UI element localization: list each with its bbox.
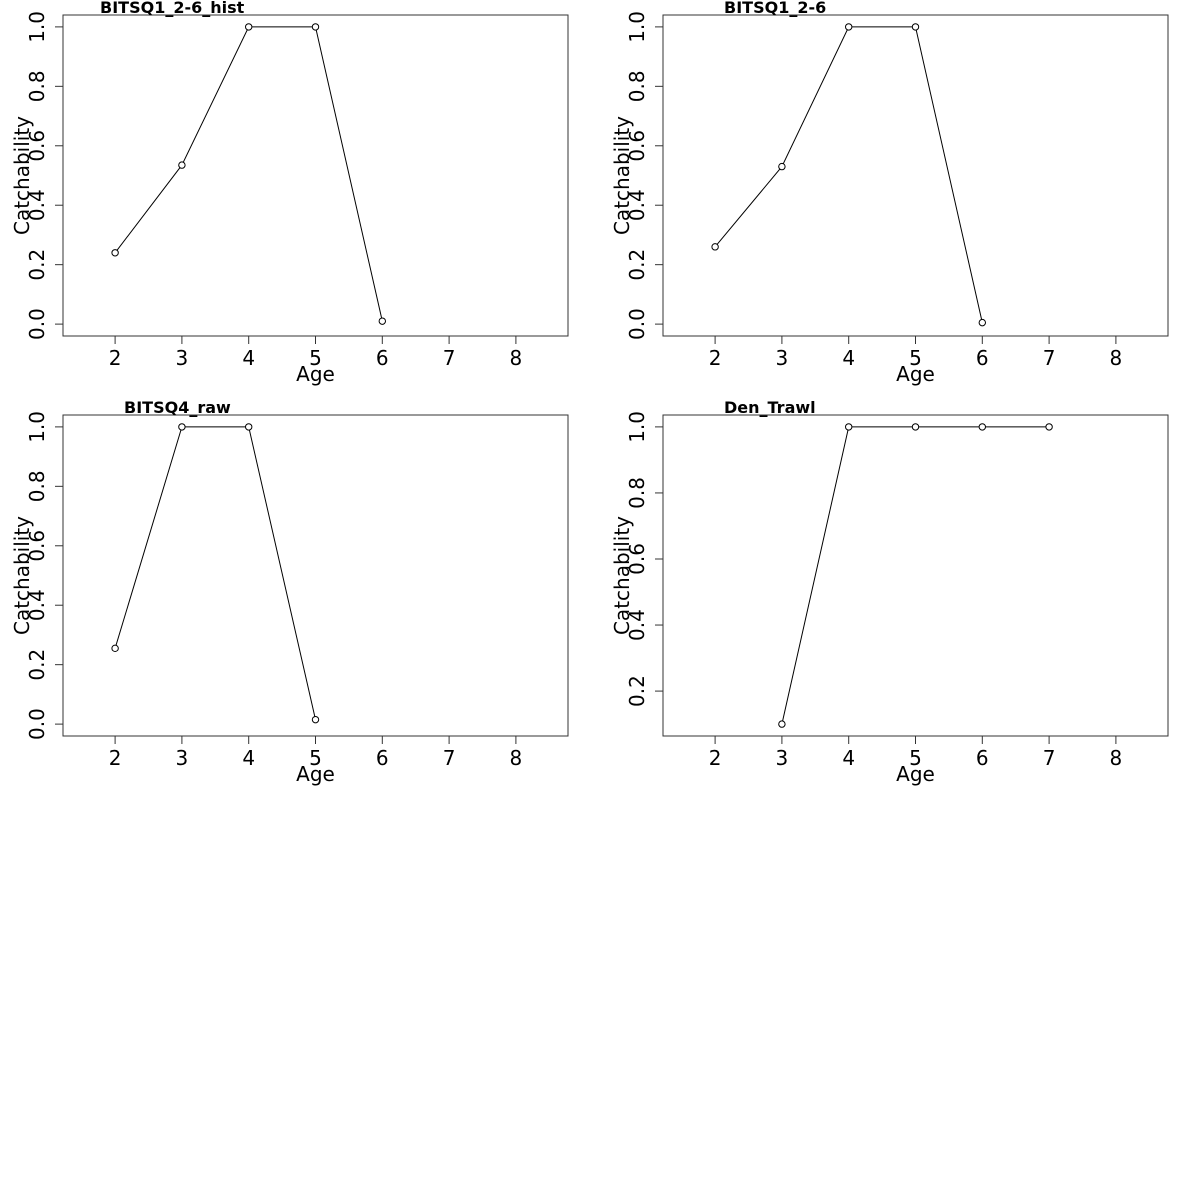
data-point (1045, 423, 1053, 431)
y-tick-label: 0.2 (625, 249, 649, 281)
y-tick-label: 1.0 (25, 11, 49, 43)
y-axis-title: Catchability (10, 116, 34, 235)
y-tick-label: 0.2 (25, 649, 49, 681)
x-axis-title: Age (296, 362, 335, 386)
data-point (778, 162, 786, 171)
y-tick-label: 1.0 (625, 411, 649, 443)
y-tick-label: 0.0 (625, 308, 649, 340)
x-tick-label: 4 (242, 346, 255, 370)
plot-area-frame (662, 414, 1169, 737)
y-tick-label: 0.4 (25, 189, 49, 221)
x-tick-label: 6 (376, 746, 389, 770)
chart-panel-2: BITSQ1_2-6 2 3 4 5 6 7 8 0.0 0.2 0.4 0.6 0.8 1.0 Age Ca… (610, 0, 1169, 386)
data-point (111, 644, 119, 653)
y-tick-label: 0.0 (25, 308, 49, 340)
y-axis-title: Catchability (10, 516, 34, 635)
data-point (911, 423, 920, 431)
x-tick-label: 5 (909, 346, 922, 370)
x-tick-label: 3 (776, 346, 789, 370)
y-tick-label: 1.0 (25, 411, 49, 443)
x-tick-label: 8 (510, 346, 523, 370)
x-tick-label: 2 (709, 346, 722, 370)
y-axis-title: Catchability (610, 516, 634, 635)
y-tick-label: 0.0 (25, 708, 49, 740)
y-tick-label: 1.0 (625, 11, 649, 43)
chart-title: BITSQ1_2-6 (724, 0, 826, 17)
x-tick-label: 5 (909, 746, 922, 770)
y-tick-label: 0.8 (625, 477, 649, 509)
plot-area-frame (62, 14, 569, 337)
x-tick-label: 4 (842, 746, 855, 770)
x-tick-label: 4 (842, 346, 855, 370)
y-tick-label: 0.2 (25, 249, 49, 281)
data-point (245, 423, 253, 431)
data-point (711, 243, 719, 251)
data-point (778, 720, 786, 728)
plot-area-frame (662, 14, 1169, 337)
x-tick-label: 4 (242, 746, 255, 770)
x-tick-label: 2 (109, 346, 122, 370)
x-axis-title: Age (296, 762, 335, 786)
series-line (114, 426, 316, 720)
series-line (714, 26, 983, 323)
x-tick-label: 5 (309, 746, 322, 770)
x-tick-label: 6 (976, 346, 989, 370)
x-tick-label: 8 (1110, 746, 1123, 770)
x-tick-label: 2 (109, 746, 122, 770)
y-tick-label: 0.4 (25, 589, 49, 621)
data-point (911, 23, 920, 31)
data-point (311, 23, 320, 31)
x-tick-label: 7 (443, 346, 456, 370)
y-tick-label: 0.6 (625, 130, 649, 162)
data-point (245, 23, 253, 31)
x-tick-label: 3 (176, 346, 189, 370)
y-tick-label: 0.8 (625, 70, 649, 102)
y-tick-label: 0.6 (25, 530, 49, 562)
x-axis-title: Age (896, 762, 935, 786)
series-line (114, 26, 383, 322)
data-point (978, 318, 986, 327)
chart-title: BITSQ1_2-6_hist (100, 0, 245, 17)
x-tick-label: 7 (1043, 746, 1056, 770)
data-point (845, 23, 853, 31)
y-tick-label: 0.4 (625, 609, 649, 641)
y-axis-title: Catchability (610, 116, 634, 235)
chart-panel-3: BITSQ4_raw 2 3 4 5 6 7 8 0.0 0.2 0.4 0.6 0.8 1.0 Age Ca… (10, 398, 569, 786)
x-tick-label: 7 (443, 746, 456, 770)
x-axis-title: Age (896, 362, 935, 386)
x-tick-label: 6 (976, 746, 989, 770)
data-point (978, 423, 986, 431)
y-tick-label: 0.6 (625, 543, 649, 575)
chart-title: Den_Trawl (724, 398, 816, 417)
data-point (178, 161, 186, 169)
chart-panel-1: BITSQ1_2-6_hist 2 3 4 5 6 7 8 0.0 0.2 0.4 0.6 0.8 1.0… (10, 0, 569, 386)
x-tick-label: 3 (776, 746, 789, 770)
y-tick-label: 0.4 (625, 189, 649, 221)
x-tick-label: 8 (510, 746, 523, 770)
data-point (378, 317, 386, 325)
chart-title: BITSQ4_raw (124, 398, 231, 417)
x-tick-label: 3 (176, 746, 189, 770)
y-tick-label: 0.6 (25, 130, 49, 162)
x-tick-label: 5 (309, 346, 322, 370)
series-line (781, 426, 1050, 725)
data-point (845, 423, 853, 431)
x-tick-label: 2 (709, 746, 722, 770)
y-tick-label: 0.8 (25, 70, 49, 102)
x-tick-label: 8 (1110, 346, 1123, 370)
y-tick-label: 0.8 (25, 470, 49, 502)
data-point (111, 249, 119, 257)
x-tick-label: 6 (376, 346, 389, 370)
y-tick-label: 0.2 (625, 675, 649, 707)
x-tick-label: 7 (1043, 346, 1056, 370)
plot-area-frame (62, 414, 569, 737)
data-point (178, 423, 186, 431)
data-point (311, 715, 320, 724)
chart-panel-4: Den_Trawl 2 3 4 5 6 7 8 0.2 0.4 0.6 0.8 1.0 Age Catcha… (610, 398, 1169, 786)
